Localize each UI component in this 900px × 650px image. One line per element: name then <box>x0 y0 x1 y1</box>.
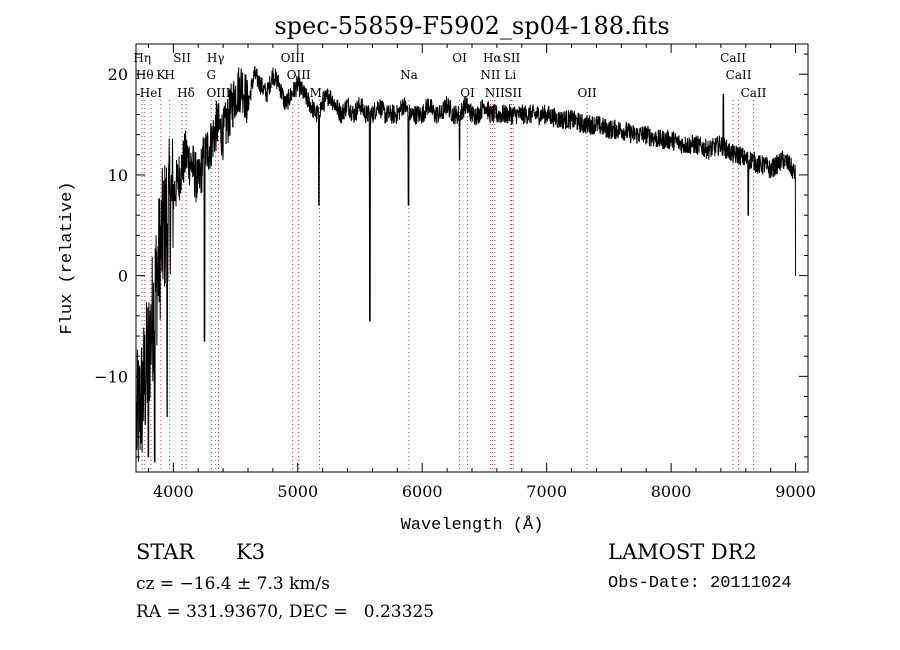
reference-line-label: H <box>164 68 174 82</box>
x-axis-label: Wavelength (Å) <box>401 516 544 535</box>
reference-line-label: G <box>206 68 216 82</box>
coordinates: RA = 331.93670, DEC = 0.23325 <box>136 602 435 622</box>
reference-line-label: OII <box>577 86 597 100</box>
reference-line-label: NII <box>480 68 500 82</box>
reference-line-label: CaII <box>720 51 746 65</box>
reference-line-label: Hδ <box>177 86 195 100</box>
reference-line-label: Hα <box>483 51 502 65</box>
x-tick-label: 5000 <box>277 482 318 501</box>
y-tick-label: 10 <box>108 166 128 185</box>
object-subclass: K3 <box>236 540 266 564</box>
reference-line-label: SII <box>504 86 522 100</box>
redshift-value: cz = −16.4 ± 7.3 km/s <box>136 574 330 594</box>
reference-line-label: OIII <box>287 68 311 82</box>
reference-line-label: Li <box>504 68 516 82</box>
y-tick-label: 0 <box>118 267 128 286</box>
reference-line-label: Na <box>400 68 418 82</box>
y-axis: −10 0 10 20 <box>94 53 808 458</box>
reference-lines <box>141 100 754 472</box>
obs-date: Obs-Date: 20111024 <box>608 574 792 593</box>
reference-line-label: Hθ <box>136 68 154 82</box>
chart-title: spec-55859-F5902_sp04-188.fits <box>274 12 669 40</box>
reference-line-label: OI <box>460 86 475 100</box>
x-tick-label: 9000 <box>775 482 816 501</box>
spectrum-series <box>136 65 797 463</box>
reference-line-label: K <box>156 68 166 82</box>
x-tick-label: 6000 <box>402 482 443 501</box>
x-tick-label: 4000 <box>153 482 194 501</box>
reference-line-label: Mg <box>310 86 330 100</box>
y-axis-label: Flux (relative) <box>58 181 77 334</box>
reference-line-label: SII <box>503 51 521 65</box>
reference-line-labels: Hη Hθ HeI KH SII Hδ G Hγ OIII OIII OIII Mg Na OI OI NII… <box>133 51 766 100</box>
reference-line-label: Hγ <box>207 51 225 65</box>
reference-line-label: NII <box>485 86 505 100</box>
survey-name: LAMOST DR2 <box>608 540 757 564</box>
spectrum-line <box>136 65 797 463</box>
reference-line-label: SII <box>173 51 191 65</box>
y-tick-label: 20 <box>108 65 128 84</box>
reference-line-label: OIII <box>206 86 230 100</box>
y-tick-label: −10 <box>94 367 128 386</box>
reference-line-label: Hη <box>133 51 151 65</box>
reference-line-label: OI <box>452 51 467 65</box>
x-tick-label: 7000 <box>526 482 567 501</box>
x-tick-label: 8000 <box>651 482 692 501</box>
reference-line-label: HeI <box>140 86 163 100</box>
reference-line-label: OIII <box>281 51 305 65</box>
x-axis: 4000 5000 6000 7000 8000 9000 <box>147 44 816 501</box>
reference-line-label: CaII <box>741 86 767 100</box>
reference-line-label: CaII <box>726 68 752 82</box>
object-type: STAR <box>136 540 195 564</box>
